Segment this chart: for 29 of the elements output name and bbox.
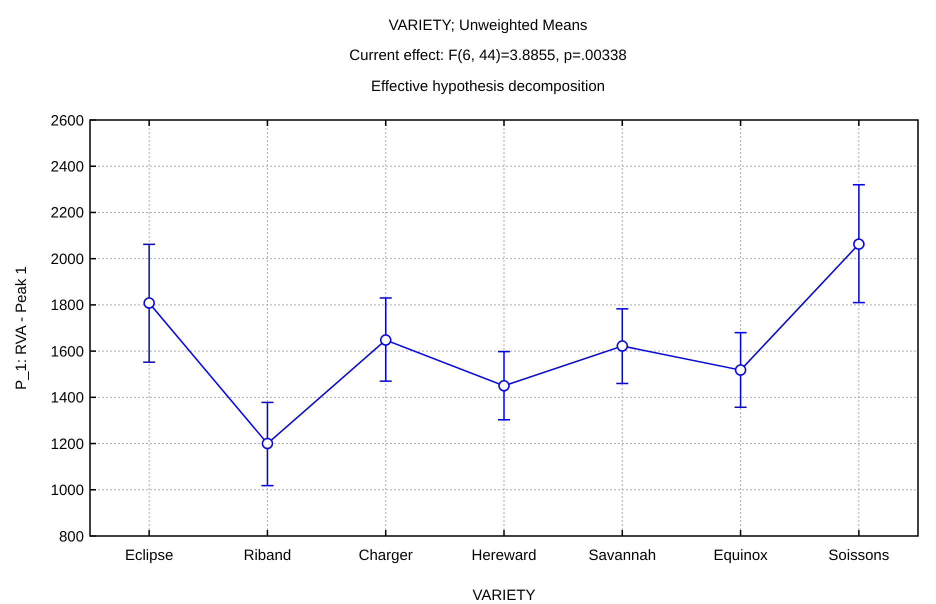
x-tick-label: Soissons — [828, 547, 890, 564]
y-tick-label: 1000 — [50, 482, 84, 500]
y-axis-title: P_1: RVA - Peak 1 — [13, 266, 30, 390]
y-tick-label: 1200 — [50, 436, 84, 453]
y-tick-label: 1600 — [50, 343, 84, 360]
y-tick-label: 2000 — [50, 250, 84, 268]
y-tick-label: 2400 — [50, 158, 84, 176]
y-tick-label: 1800 — [50, 297, 84, 314]
point — [734, 364, 746, 376]
x-tick-label: Equinox — [713, 547, 768, 564]
x-axis-title: VARIETY — [472, 587, 536, 604]
point — [380, 334, 392, 346]
chart-subtitle: Current effect: F(6, 44)=3.8855, p=.00338 — [349, 47, 627, 64]
point — [498, 380, 510, 392]
point — [143, 297, 155, 309]
x-tick-label: Eclipse — [124, 547, 174, 564]
text: Effective hypothesis decomposition — [370, 78, 606, 95]
x-tick-label: Savannah — [588, 547, 656, 564]
y-tick-label: 2600 — [50, 112, 84, 130]
x-tick-label: Charger — [358, 547, 413, 564]
x-tick-label: Riband — [244, 547, 292, 564]
y-tick-label: 800 — [58, 528, 84, 546]
y-tick-label: 1400 — [50, 390, 84, 407]
point — [616, 340, 628, 352]
chart-title: VARIETY; Unweighted Means — [388, 17, 588, 34]
point — [853, 238, 865, 250]
y-tick-label: 2200 — [50, 204, 84, 222]
point — [262, 438, 274, 450]
x-tick-label: Hereward — [471, 547, 537, 564]
